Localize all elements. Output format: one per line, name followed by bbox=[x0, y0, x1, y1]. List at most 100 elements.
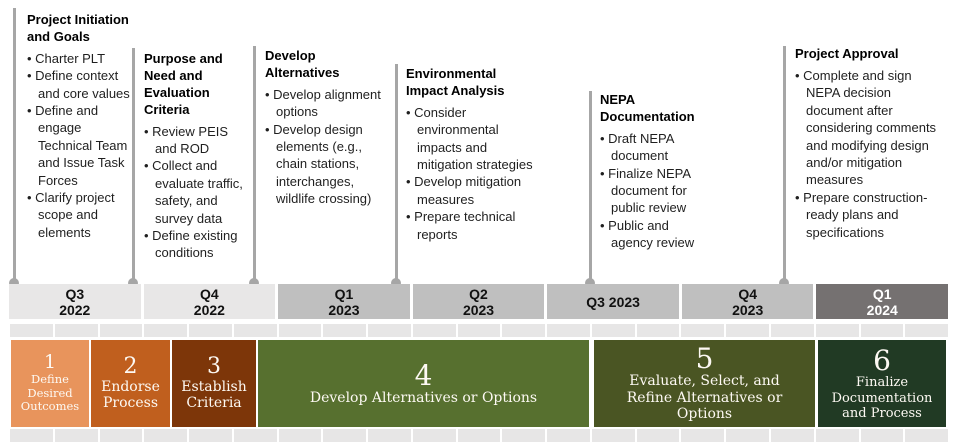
month-cell bbox=[54, 429, 98, 442]
bullet-item: Complete and sign NEPA decision document… bbox=[795, 67, 937, 189]
callout-title: NEPA Documentation bbox=[600, 92, 695, 124]
bullet-item: Draft NEPA document bbox=[600, 130, 706, 165]
callout-environmental-impact: Environmental Impact Analysis Consider e… bbox=[406, 66, 534, 243]
month-cell bbox=[233, 429, 277, 442]
quarter-label-line: 2022 bbox=[193, 301, 225, 318]
month-cell bbox=[99, 429, 143, 442]
callout-project-initiation: Project Initiation and Goals Charter PLT… bbox=[27, 12, 133, 241]
phase-number: 6 bbox=[873, 343, 891, 377]
callout-bullet-list: Review PEIS and RODCollect and evaluate … bbox=[144, 123, 252, 262]
phase-3: 3 Establish Criteria bbox=[172, 340, 256, 427]
phase-label: Endorse Process bbox=[101, 378, 160, 412]
bullet-item: Define context and core values bbox=[27, 67, 133, 102]
month-cell bbox=[502, 429, 546, 442]
month-cell bbox=[233, 324, 277, 337]
month-cell bbox=[189, 324, 232, 337]
month-cell bbox=[368, 429, 411, 442]
month-cell bbox=[815, 324, 859, 337]
callout-title: Purpose and Need and Evaluation Criteria bbox=[144, 51, 223, 117]
quarter-label-line: 2023 bbox=[732, 301, 764, 318]
phase-number: 5 bbox=[695, 342, 714, 376]
connector-dot bbox=[585, 278, 595, 288]
month-cell bbox=[636, 324, 680, 337]
bullet-item: Finalize NEPA document for public review bbox=[600, 165, 706, 217]
phase-label: Evaluate, Select, and Refine Alternative… bbox=[626, 373, 783, 423]
bullet-item: Consider environmental impacts and mitig… bbox=[406, 104, 534, 174]
month-cell bbox=[412, 324, 456, 337]
month-cell bbox=[636, 429, 680, 442]
connector-line bbox=[253, 46, 256, 284]
callout-title: Project Initiation and Goals bbox=[27, 12, 129, 44]
month-cell bbox=[457, 324, 501, 337]
bullet-item: Develop design elements (e.g., chain sta… bbox=[265, 121, 387, 208]
quarter-label-line: Q4 bbox=[738, 285, 758, 302]
connector-dot bbox=[391, 278, 401, 288]
callout-nepa-documentation: NEPA Documentation Draft NEPA documentFi… bbox=[600, 92, 706, 252]
phase-number: 3 bbox=[207, 354, 221, 380]
month-cell bbox=[10, 324, 53, 337]
callout-bullet-list: Charter PLTDefine context and core value… bbox=[27, 50, 133, 241]
callout-develop-alternatives: Develop Alternatives Develop alignment o… bbox=[265, 48, 387, 208]
month-cell bbox=[323, 429, 367, 442]
month-cell bbox=[726, 324, 770, 337]
quarter-label-line: Q1 bbox=[872, 285, 892, 302]
phase-bar: 1 Define Desired Outcomes 2 Endorse Process… bbox=[0, 340, 960, 427]
quarter-cell: Q4 2023 bbox=[681, 284, 814, 319]
phase-label: Finalize Documentation and Process bbox=[831, 375, 933, 421]
bullet-item: Collect and evaluate traffic, safety, an… bbox=[144, 157, 252, 227]
month-cell bbox=[860, 324, 904, 337]
connector-dot bbox=[249, 278, 259, 288]
bullet-item: Develop alignment options bbox=[265, 86, 387, 121]
bullet-item: Define and engage Technical Team and Iss… bbox=[27, 102, 133, 189]
quarter-cell: Q4 2022 bbox=[143, 284, 276, 319]
quarter-cell: Q2 2023 bbox=[412, 284, 545, 319]
month-cell bbox=[144, 429, 188, 442]
callout-bullet-list: Complete and sign NEPA decision document… bbox=[795, 67, 937, 241]
quarter-label-line: Q3 bbox=[65, 285, 85, 302]
quarter-label-line: 2022 bbox=[59, 301, 91, 318]
quarter-cell: Q3 2023 bbox=[547, 284, 679, 319]
phase-label: Define Desired Outcomes bbox=[20, 372, 80, 414]
connector-dot bbox=[128, 278, 138, 288]
bullet-item: Prepare technical reports bbox=[406, 208, 534, 243]
phase-number: 1 bbox=[43, 351, 57, 374]
bullet-item: Review PEIS and ROD bbox=[144, 123, 252, 158]
quarter-label-line: Q2 bbox=[469, 285, 488, 302]
quarter-label-line: 2024 bbox=[866, 301, 898, 318]
callout-bullet-list: Draft NEPA documentFinalize NEPA documen… bbox=[600, 130, 706, 252]
connector-dot bbox=[779, 278, 789, 288]
quarter-label-line: Q3 2023 bbox=[586, 293, 640, 310]
bullet-item: Develop mitigation measures bbox=[406, 173, 534, 208]
phase-label: Develop Alternatives or Options bbox=[309, 389, 538, 406]
month-cell bbox=[54, 324, 98, 337]
connector-dot bbox=[9, 278, 19, 288]
phase-1: 1 Define Desired Outcomes bbox=[11, 340, 89, 427]
connector-line bbox=[589, 91, 592, 284]
month-cell bbox=[323, 324, 367, 337]
top-month-strip bbox=[10, 324, 949, 337]
bottom-month-strip bbox=[10, 429, 949, 442]
month-cell bbox=[771, 324, 814, 337]
quarter-cell: Q1 2023 bbox=[278, 284, 410, 319]
connector-line bbox=[783, 46, 786, 284]
connector-line bbox=[132, 48, 135, 284]
callout-purpose-and-need: Purpose and Need and Evaluation Criteria… bbox=[144, 51, 252, 262]
connector-line bbox=[395, 64, 398, 284]
month-cell bbox=[591, 324, 635, 337]
quarter-cell: Q3 2022 bbox=[9, 284, 141, 319]
month-cell bbox=[368, 324, 411, 337]
month-cell bbox=[502, 324, 546, 337]
quarter-label-line: Q1 bbox=[334, 285, 354, 302]
phase-number: 2 bbox=[123, 354, 138, 380]
callout-title: Environmental Impact Analysis bbox=[406, 66, 505, 98]
quarter-cell: Q1 2024 bbox=[816, 284, 949, 319]
callout-title: Develop Alternatives bbox=[265, 48, 340, 80]
bullet-item: Define existing conditions bbox=[144, 227, 252, 262]
callout-bullet-list: Consider environmental impacts and mitig… bbox=[406, 104, 534, 243]
phase-4: 4 Develop Alternatives or Options bbox=[258, 340, 589, 427]
quarter-label-line: 2023 bbox=[462, 301, 495, 318]
bullet-item: Clarify project scope and elements bbox=[27, 189, 133, 241]
bullet-item: Public and agency review bbox=[600, 217, 706, 252]
callout-title: Project Approval bbox=[795, 46, 899, 61]
month-cell bbox=[412, 429, 456, 442]
